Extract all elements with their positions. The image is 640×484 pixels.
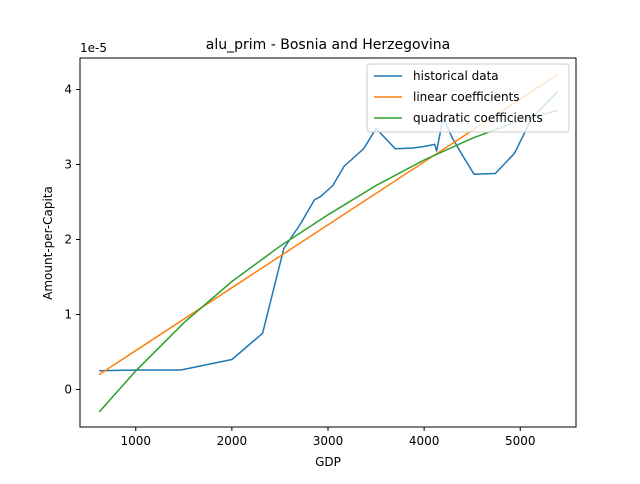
legend-label-quadratic: quadratic coefficients <box>413 111 543 125</box>
x-axis: 1000 2000 3000 4000 5000 <box>120 427 536 448</box>
x-axis-label: GDP <box>315 455 341 469</box>
y-tick-label: 2 <box>64 233 72 247</box>
legend-label-historical: historical data <box>413 69 499 83</box>
legend: historical data linear coefficients quad… <box>366 63 570 133</box>
chart-title: alu_prim - Bosnia and Herzegovina <box>206 37 450 53</box>
legend-label-linear: linear coefficients <box>413 90 520 104</box>
y-tick-label: 4 <box>64 83 72 97</box>
y-axis-label: Amount-per-Capita <box>41 186 55 300</box>
x-tick-label: 5000 <box>505 434 536 448</box>
y-axis-scale-label: 1e-5 <box>80 41 107 55</box>
series-line-0 <box>99 91 559 372</box>
x-tick-label: 4000 <box>409 434 440 448</box>
x-tick-label: 2000 <box>217 434 248 448</box>
y-tick-label: 1 <box>64 308 72 322</box>
legend-box <box>366 63 570 133</box>
x-tick-label: 3000 <box>313 434 344 448</box>
y-tick-label: 0 <box>64 383 72 397</box>
y-tick-label: 3 <box>64 158 72 172</box>
x-tick-label: 1000 <box>120 434 151 448</box>
y-axis: 0 1 2 3 4 <box>64 83 80 397</box>
